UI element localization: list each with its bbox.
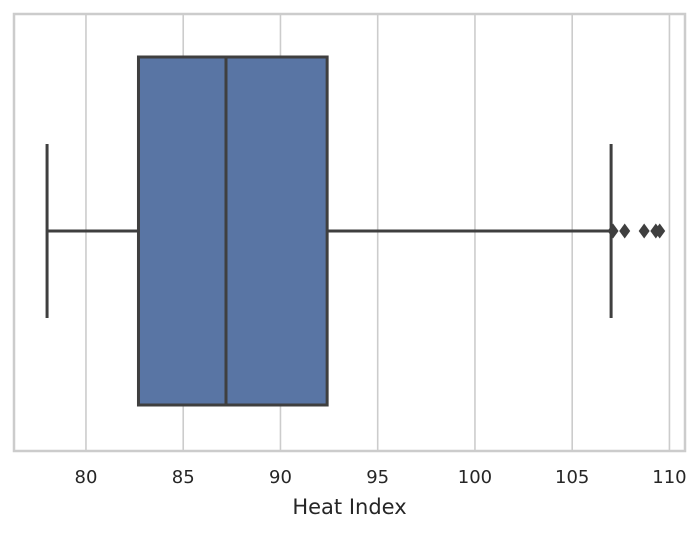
plot-frame (12, 12, 687, 453)
iqr-box (136, 55, 329, 407)
x-tick-label: 95 (366, 467, 389, 488)
x-axis-label: Heat Index (292, 495, 406, 519)
x-tick-labels: 80 85 90 95 100 105 110 (75, 467, 687, 488)
outlier-point (607, 223, 619, 239)
outlier-point (638, 223, 650, 239)
x-tick-label: 80 (75, 467, 98, 488)
x-tick-label: 105 (555, 467, 589, 488)
x-tick-label: 110 (652, 467, 686, 488)
box-plot (45, 55, 666, 407)
x-tick-label: 90 (269, 467, 292, 488)
x-tick-label: 100 (458, 467, 492, 488)
outlier-point (654, 223, 666, 239)
x-tick-label: 85 (172, 467, 195, 488)
outlier-point (619, 223, 631, 239)
